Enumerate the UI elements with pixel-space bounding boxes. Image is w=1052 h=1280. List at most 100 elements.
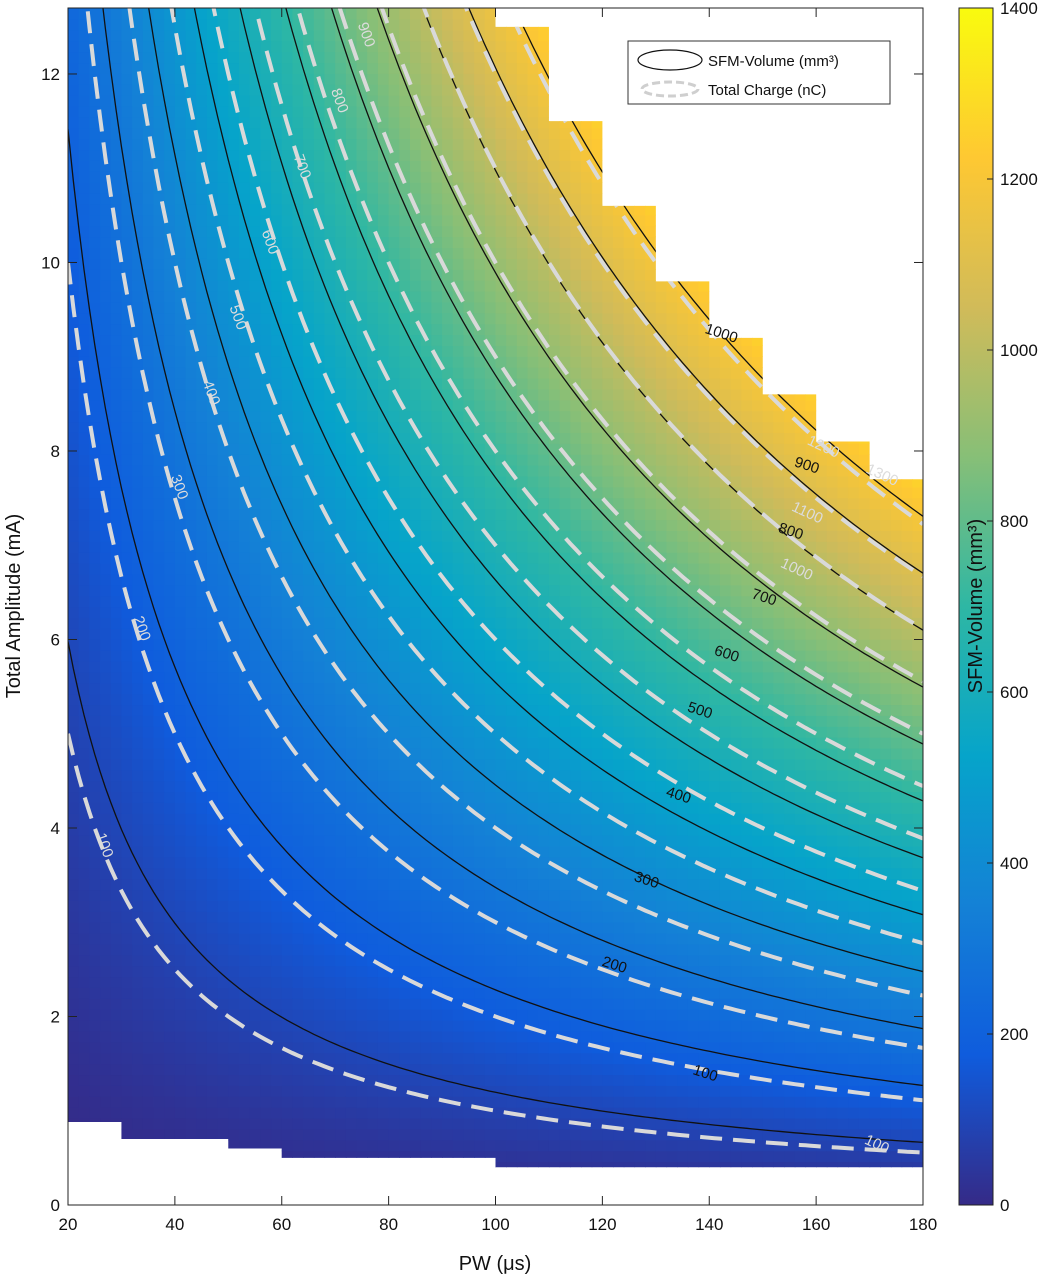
heatmap-cell [399,530,411,542]
heatmap-cell [442,508,454,521]
heatmap-cell [271,900,283,912]
heatmap-cell [367,835,379,847]
heatmap-cell [356,747,368,760]
heatmap-cell [345,867,358,880]
heatmap-cell [356,878,368,891]
heatmap-cell [292,73,304,85]
heatmap-cell [516,845,529,858]
heatmap-cell [271,1128,283,1141]
heatmap-cell [217,845,229,858]
heatmap-cell [100,334,112,346]
heatmap-cell [516,541,529,553]
heatmap-cell [78,758,90,771]
heatmap-cell [281,1041,294,1054]
heatmap-cell [153,356,165,368]
heatmap-cell [196,29,208,42]
heatmap-cell [399,682,411,695]
heatmap-cell [516,236,529,248]
heatmap-cell [271,258,283,270]
heatmap-cell [121,693,133,706]
heatmap-cell [174,573,187,586]
heatmap-cell [292,552,304,564]
heatmap-cell [377,399,390,412]
heatmap-cell [516,1009,529,1021]
heatmap-cell [121,965,133,978]
heatmap-cell [249,584,261,597]
heatmap-cell [495,334,507,346]
heatmap-cell [271,280,283,292]
heatmap-cell [142,73,155,85]
heatmap-cell [239,693,251,706]
heatmap-cell [89,900,101,912]
heatmap-cell [110,780,123,793]
heatmap-cell [538,192,550,205]
heatmap-cell [474,943,486,956]
heatmap-cell [206,562,219,575]
heatmap-cell [228,573,240,586]
heatmap-cell [121,247,133,259]
heatmap-cell [174,584,187,597]
heatmap-cell [132,312,144,325]
heatmap-cell [217,1074,229,1086]
heatmap-cell [484,116,497,129]
heatmap-cell [431,323,443,336]
heatmap-cell [281,171,294,183]
heatmap-cell [281,454,294,466]
heatmap-cell [484,682,497,695]
heatmap-cell [292,932,304,945]
heatmap-cell [185,454,197,466]
heatmap-cell [463,192,475,205]
heatmap-cell [164,1117,176,1130]
heatmap-cell [527,454,539,466]
heatmap-cell [420,465,432,477]
heatmap-cell [121,443,133,455]
heatmap-cell [463,323,475,336]
heatmap-cell [239,116,251,129]
heatmap-cell [100,280,112,292]
heatmap-cell [89,867,101,880]
heatmap-cell [410,84,422,96]
heatmap-cell [100,573,112,586]
heatmap-cell [228,595,240,608]
heatmap-cell [324,552,336,564]
heatmap-cell [516,900,529,912]
heatmap-cell [335,367,347,379]
heatmap-cell [249,1139,261,1152]
heatmap-cell [132,432,144,444]
heatmap-cell [260,737,272,749]
heatmap-cell [121,1085,133,1097]
heatmap-cell [260,976,272,988]
heatmap-cell [527,1020,539,1032]
heatmap-cell [442,1052,454,1065]
heatmap-cell [484,95,497,107]
heatmap-cell [442,334,454,346]
heatmap-cell [164,356,176,368]
heatmap-cell [89,606,101,618]
heatmap-cell [377,824,390,836]
heatmap-cell [431,552,443,564]
heatmap-cell [228,486,240,499]
heatmap-cell [100,356,112,368]
heatmap-cell [313,280,326,292]
heatmap-cell [206,508,219,521]
heatmap-cell [506,432,518,444]
heatmap-cell [239,95,251,107]
heatmap-cell [110,889,123,901]
heatmap-cell [527,192,539,205]
heatmap-cell [548,835,561,847]
heatmap-cell [249,280,261,292]
heatmap-cell [377,301,390,314]
heatmap-cell [164,247,176,259]
heatmap-cell [313,51,326,64]
heatmap-cell [281,845,294,858]
heatmap-cell [367,769,379,782]
heatmap-cell [68,443,80,455]
heatmap-cell [399,334,411,346]
heatmap-cell [377,943,390,956]
heatmap-cell [388,965,400,978]
heatmap-cell [356,182,368,194]
heatmap-cell [228,889,240,901]
heatmap-cell [174,1041,187,1054]
heatmap-cell [377,813,390,825]
heatmap-cell [153,301,165,314]
